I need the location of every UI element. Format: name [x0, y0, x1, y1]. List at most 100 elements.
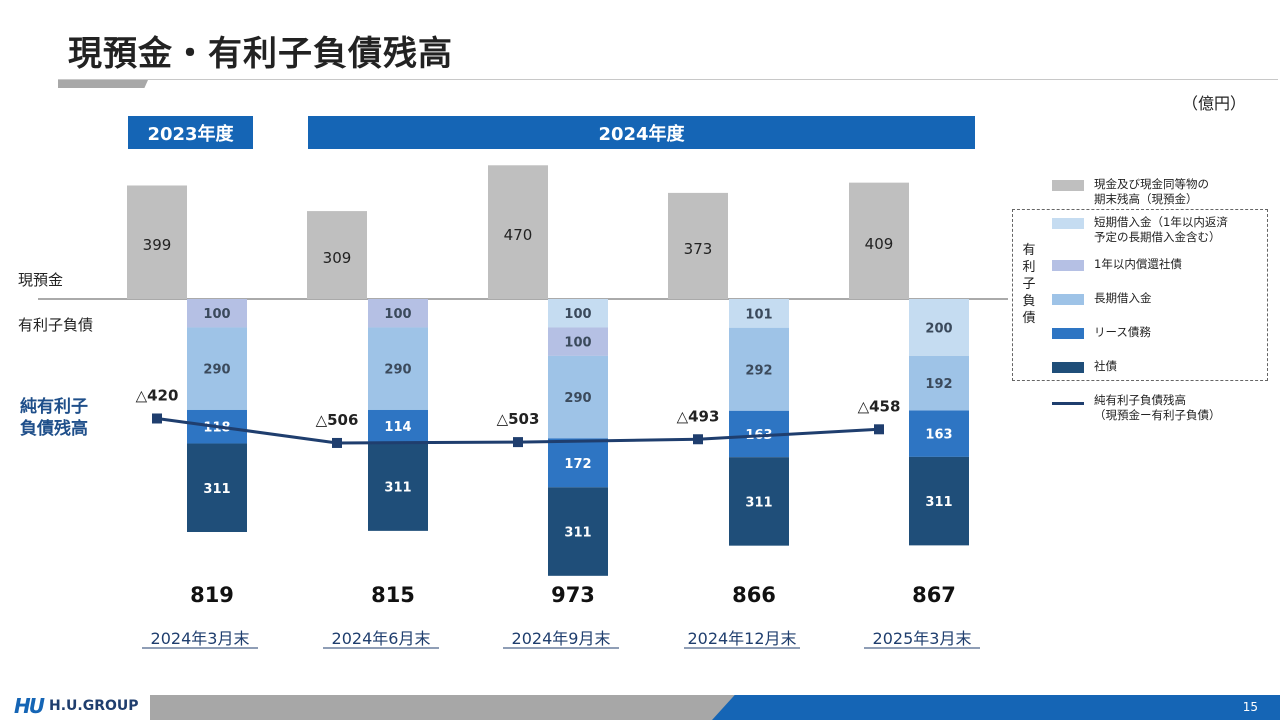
row-label-debt: 有利子負債 — [18, 316, 94, 334]
cash-bar-label-2: 470 — [504, 226, 533, 244]
debt-segment-label-4-2: 192 — [925, 377, 952, 392]
legend-debt-group-box — [1012, 209, 1268, 381]
title-rule — [58, 79, 1278, 80]
legend-item-lease: リース債務 — [1052, 325, 1151, 340]
legend-item-short-term-loans: 短期借入金（1年以内返済 予定の長期借入金含む） — [1052, 215, 1228, 245]
legend-label-short-term-loans: 短期借入金（1年以内返済 予定の長期借入金含む） — [1094, 215, 1228, 244]
debt-segment-label-2-4: 311 — [564, 526, 591, 541]
debt-segment-2-4 — [548, 487, 608, 576]
debt-segment-label-4-3: 163 — [925, 428, 952, 443]
cash-bar-1 — [307, 211, 367, 299]
legend-item-bonds: 社債 — [1052, 359, 1117, 374]
category-label-3: 2024年12月末 — [687, 629, 796, 648]
debt-segment-2-2 — [548, 355, 608, 439]
debt-segment-label-3-2: 292 — [745, 363, 772, 378]
footer-bar-blue — [712, 695, 1280, 720]
legend-label-current-bonds: 1年以内償還社債 — [1094, 257, 1182, 271]
debt-segment-label-1-3: 114 — [384, 420, 411, 435]
category-label-2: 2024年9月末 — [512, 629, 611, 648]
legend-group-label: 有利子負債 — [1022, 243, 1036, 326]
page-number: 15 — [1242, 700, 1258, 714]
legend-label-net-debt: 純有利子負債残高 （現預金ー有利子負債） — [1094, 393, 1221, 422]
debt-segment-2-3 — [548, 438, 608, 488]
debt-segment-label-1-1: 100 — [384, 307, 411, 322]
category-label-1: 2024年6月末 — [332, 629, 431, 648]
debt-segment-1-1 — [368, 299, 428, 328]
legend-swatch-cash — [1052, 180, 1084, 191]
net-debt-label-1: △506 — [316, 411, 359, 429]
legend-label-long-term-loans: 長期借入金 — [1094, 291, 1152, 305]
debt-segment-3-2 — [729, 327, 789, 411]
debt-total-4: 867 — [912, 583, 956, 607]
debt-segment-4-4 — [909, 456, 969, 546]
debt-segment-label-3-4: 311 — [745, 495, 772, 510]
legend-swatch-long-term-loans — [1052, 294, 1084, 305]
cash-bar-0 — [127, 185, 187, 299]
net-debt-point-0 — [152, 413, 162, 424]
debt-segment-1-2 — [368, 327, 428, 410]
legend-swatch-lease — [1052, 328, 1084, 339]
debt-segment-label-2-0: 100 — [564, 307, 591, 322]
net-debt-point-3 — [693, 434, 703, 445]
debt-chart: 3991002901183118192024年3月末30910029011431… — [38, 165, 1008, 649]
legend-item-current-bonds: 1年以内償還社債 — [1052, 257, 1182, 272]
legend-item-cash: 現金及び現金同等物の 期末残高（現預金） — [1052, 177, 1209, 207]
debt-total-1: 815 — [371, 583, 415, 607]
debt-segment-label-2-2: 290 — [564, 391, 591, 406]
logo-mark: HU — [14, 694, 45, 718]
legend-swatch-current-bonds — [1052, 260, 1084, 271]
debt-segment-0-2 — [187, 327, 247, 410]
debt-total-2: 973 — [551, 583, 595, 607]
debt-segment-3-4 — [729, 457, 789, 546]
debt-segment-1-4 — [368, 442, 428, 531]
debt-total-0: 819 — [190, 583, 234, 607]
row-label-net-debt-text: 純有利子 負債残高 — [20, 397, 88, 439]
company-logo: HU H.U.GROUP — [14, 694, 139, 718]
cash-bar-3 — [668, 192, 728, 299]
debt-segment-4-3 — [909, 410, 969, 457]
year-band-2024: 2024年度 — [308, 116, 975, 149]
net-debt-point-2 — [513, 437, 523, 448]
debt-segment-2-0 — [548, 299, 608, 328]
net-debt-label-4: △458 — [858, 397, 901, 415]
footer-bar-gray — [150, 695, 750, 720]
legend-swatch-bonds — [1052, 362, 1084, 373]
debt-segment-2-1 — [548, 327, 608, 356]
debt-segment-label-4-0: 200 — [925, 321, 952, 336]
debt-segment-0-4 — [187, 443, 247, 533]
row-label-net-debt: 純有利子 負債残高 — [20, 396, 88, 440]
debt-segment-label-4-4: 311 — [925, 495, 952, 510]
debt-total-3: 866 — [732, 583, 776, 607]
legend-label-lease: リース債務 — [1094, 325, 1151, 339]
logo-text: H.U.GROUP — [48, 698, 139, 714]
debt-segment-4-0 — [909, 299, 969, 356]
debt-segment-label-0-1: 100 — [203, 307, 230, 322]
net-debt-label-2: △503 — [497, 410, 540, 428]
legend-swatch-short-term-loans — [1052, 218, 1084, 229]
cash-bar-label-3: 373 — [684, 240, 713, 258]
debt-segment-label-2-1: 100 — [564, 336, 591, 351]
net-debt-label-0: △420 — [136, 386, 179, 404]
legend-label-bonds: 社債 — [1094, 359, 1117, 373]
net-debt-label-3: △493 — [677, 407, 720, 425]
cash-bar-4 — [849, 182, 909, 299]
page-title: 現預金・有利子負債残高 — [68, 34, 453, 74]
net-debt-point-1 — [332, 437, 342, 448]
debt-segment-3-0 — [729, 299, 789, 328]
debt-segment-label-0-4: 311 — [203, 482, 230, 497]
year-band-2023: 2023年度 — [128, 116, 253, 149]
unit-label: （億円） — [1181, 94, 1246, 113]
cash-bar-label-4: 409 — [865, 235, 894, 253]
debt-segment-label-1-4: 311 — [384, 481, 411, 496]
net-debt-point-4 — [874, 424, 884, 435]
debt-segment-4-2 — [909, 355, 969, 411]
cash-bar-label-1: 309 — [323, 249, 352, 267]
legend-label-cash: 現金及び現金同等物の 期末残高（現預金） — [1094, 177, 1209, 206]
category-label-4: 2025年3月末 — [873, 629, 972, 648]
category-label-0: 2024年3月末 — [151, 629, 250, 648]
debt-segment-0-1 — [187, 299, 247, 328]
legend-item-long-term-loans: 長期借入金 — [1052, 291, 1152, 306]
debt-segment-label-3-0: 101 — [745, 307, 772, 322]
title-tab — [58, 80, 148, 88]
cash-bar-label-0: 399 — [143, 236, 172, 254]
